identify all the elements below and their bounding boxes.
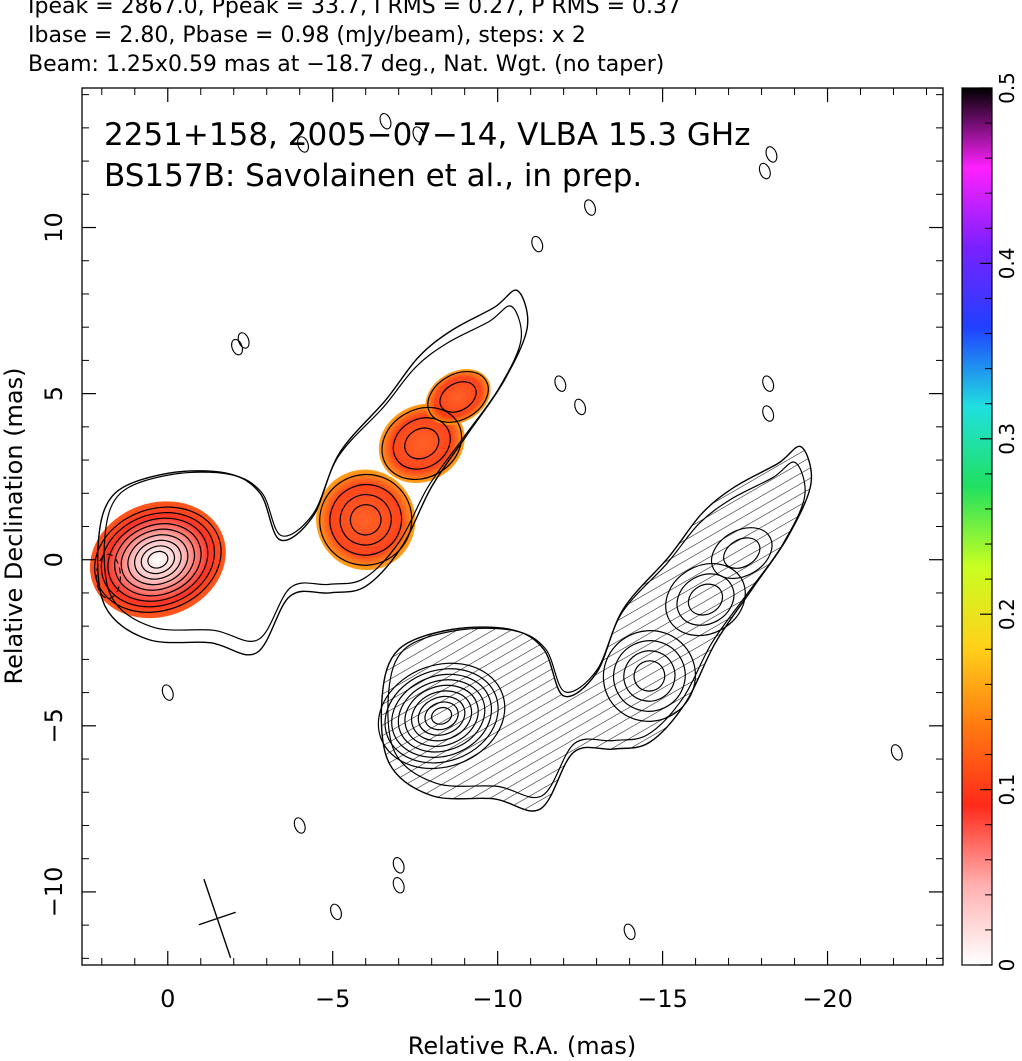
small-contour-8 [330, 903, 342, 921]
small-contour-9 [392, 857, 405, 874]
contour-jet-inner-level-4 [349, 504, 382, 536]
x-axis-label: Relative R.A. (mas) [408, 1032, 636, 1060]
contour-core-level-8 [140, 545, 176, 575]
contour-core-level-3 [391, 673, 493, 759]
small-contour-2 [237, 332, 250, 349]
annotation-line-2: BS157B: Savolainen et al., in prep. [104, 158, 642, 194]
contour-jet-inner-level-1 [319, 473, 413, 566]
small-contour-18 [412, 126, 425, 143]
contour-jet-mid-level-1 [665, 563, 746, 637]
colorbar-tick-label-4: 0.4 [995, 247, 1019, 279]
small-contour-19 [379, 112, 392, 130]
small-contour-7 [293, 817, 306, 834]
small-contour-3 [531, 235, 544, 253]
small-contour-15 [758, 162, 771, 180]
x-tick-label-3: −15 [637, 985, 688, 1013]
fpol-fill-core [89, 501, 226, 619]
beam-marker [198, 878, 236, 959]
small-contour-20 [297, 136, 310, 153]
small-contour-5 [554, 375, 567, 392]
contour-core-level-3 [107, 517, 209, 602]
colorbar-tick-label-3: 0.3 [995, 423, 1019, 455]
negative-contour [95, 553, 121, 599]
contour-jet-mid-level-2 [676, 573, 735, 626]
small-contour-6 [574, 398, 587, 416]
x-tick-label-2: −10 [472, 985, 523, 1013]
colorbar-ramp [961, 87, 993, 966]
contour-jet-outer-level-1 [427, 370, 489, 423]
contour-core-level-2 [384, 668, 499, 764]
header-line-1: Ipeak = 2867.0, Ppeak = 33.7, I RMS = 0.… [28, 0, 681, 19]
contour-jet-inner-level-4 [633, 660, 666, 692]
contour-jet-inner-level-2 [613, 640, 686, 712]
contour-core-level-5 [404, 684, 479, 747]
x-tick-label-4: −20 [802, 985, 853, 1013]
contour-core-level-8 [424, 701, 459, 731]
y-tick-label-4: 10 [40, 212, 68, 243]
small-contour-16 [762, 375, 775, 392]
small-contour-10 [392, 877, 405, 894]
contour-core-level-1 [377, 662, 506, 770]
small-contour-11 [623, 923, 636, 941]
contour-core-level-5 [120, 528, 196, 591]
map-layer [89, 112, 903, 959]
contour-jet-inner-level-2 [329, 483, 403, 556]
second-contour [387, 461, 806, 799]
colorbar-tick-label-2: 0.2 [995, 598, 1019, 630]
colorbar-tick-label-1: 0.1 [995, 774, 1019, 806]
second-contour [103, 305, 523, 642]
annotation-line-1: 2251+158, 2005−07−14, VLBA 15.3 GHz [104, 117, 750, 153]
total-intensity-group [89, 289, 529, 656]
contour-jet-inner-level-3 [339, 494, 392, 546]
small-contour-13 [161, 684, 174, 701]
polarized-intensity-group [377, 445, 813, 812]
contour-core-level-1 [94, 506, 222, 613]
small-contour-12 [890, 744, 903, 761]
contour-core-level-7 [133, 539, 182, 580]
contour-jet-outer-level-2 [439, 381, 477, 413]
y-tick-label-0: −10 [40, 867, 68, 918]
contour-core-level-4 [397, 679, 486, 753]
small-contour-4 [584, 199, 597, 216]
contour-jet-mid-level-2 [392, 417, 451, 470]
fpol-fill-jet-outer [425, 369, 491, 425]
contour-jet-outer-level-2 [723, 537, 761, 569]
contour-jet-mid-level-3 [687, 583, 724, 616]
x-tick-label-1: −5 [315, 985, 350, 1013]
header-line-2: Ibase = 2.80, Pbase = 0.98 (mJy/beam), s… [28, 23, 586, 48]
contour-jet-inner-level-3 [623, 650, 676, 702]
contour-core-level-2 [100, 512, 216, 608]
small-contour-17 [762, 405, 775, 422]
y-tick-label-1: −5 [40, 708, 68, 743]
header-line-3: Beam: 1.25x0.59 mas at −18.7 deg., Nat. … [28, 52, 665, 77]
contour-core-level-6 [411, 690, 473, 742]
y-axis-label: Relative Declination (mas) [0, 367, 28, 684]
contour-jet-mid-level-3 [404, 427, 440, 460]
colorbar: 0 0.1 0.2 0.3 0.4 0.5 [961, 72, 1019, 972]
y-tick-label-3: 5 [40, 386, 68, 401]
y-tick-label-2: 0 [40, 552, 68, 567]
colorbar-tick-label-0: 0 [995, 959, 1019, 972]
small-contour-1 [231, 338, 244, 356]
contour-core-level-6 [127, 534, 189, 586]
outer-contour [380, 445, 813, 812]
contour-core-level-9 [430, 706, 453, 725]
contour-jet-mid-level-1 [381, 406, 463, 481]
contour-core-level-9 [147, 550, 169, 569]
polarization-vectors [381, 446, 812, 812]
contour-core-level-7 [417, 695, 466, 736]
contour-jet-outer-level-1 [710, 527, 773, 580]
contour-core-level-4 [114, 523, 202, 597]
beam-minor-axis [198, 911, 236, 926]
small-contour-14 [765, 146, 778, 163]
x-tick-label-0: 0 [160, 985, 175, 1013]
axes-layer: 0 −5 −10 −15 −20 −10 −5 0 5 10 [40, 88, 943, 1013]
contour-jet-inner-level-1 [602, 630, 697, 722]
outer-contour [96, 289, 529, 656]
colorbar-tick-label-5: 0.5 [995, 72, 1019, 104]
